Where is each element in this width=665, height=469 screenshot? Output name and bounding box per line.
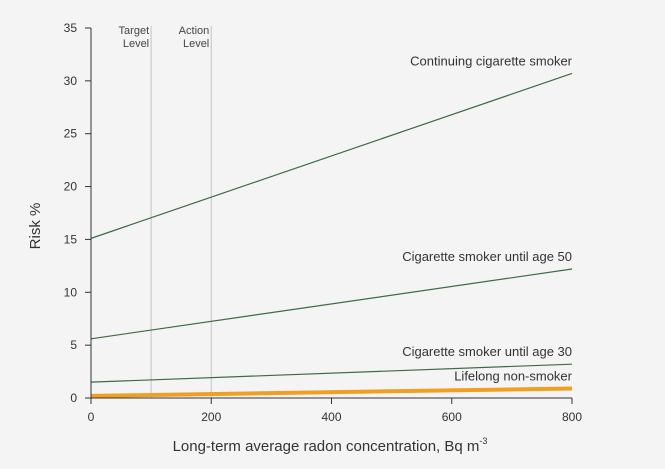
y-tick-label: 10 bbox=[64, 285, 78, 299]
y-axis-title: Risk % bbox=[27, 203, 44, 250]
reference-label-line1: Target bbox=[119, 25, 150, 37]
series-line bbox=[90, 72, 573, 239]
x-tick-label: 800 bbox=[562, 410, 582, 424]
x-tick-label: 0 bbox=[88, 410, 95, 424]
x-tick-label: 600 bbox=[442, 410, 462, 424]
y-tick-label: 25 bbox=[64, 127, 78, 141]
series-line bbox=[90, 268, 573, 340]
series-label: Cigarette smoker until age 50 bbox=[402, 249, 572, 264]
series-labels: Continuing cigarette smoker Cigarette smo… bbox=[402, 53, 572, 383]
reference-label-line2: Level bbox=[123, 38, 149, 50]
y-tick-label: 30 bbox=[64, 74, 78, 88]
y-tick-label: 35 bbox=[64, 21, 78, 35]
x-axis-title: Long-term average radon concentration, B… bbox=[173, 436, 488, 455]
series-line bbox=[90, 363, 573, 383]
series-label: Lifelong non-smoker bbox=[454, 368, 572, 383]
y-tick-label: 20 bbox=[64, 180, 78, 194]
reference-label-line2: Level bbox=[183, 38, 209, 50]
series-lines bbox=[90, 72, 573, 398]
series-label: Continuing cigarette smoker bbox=[410, 53, 573, 68]
series-line bbox=[90, 386, 573, 398]
y-tick-label: 5 bbox=[70, 338, 77, 352]
x-ticks: 0 200 400 600 800 bbox=[88, 398, 582, 424]
y-tick-label: 15 bbox=[64, 232, 78, 246]
y-ticks: 0 5 10 15 20 25 30 35 bbox=[64, 21, 91, 405]
series-label: Cigarette smoker until age 30 bbox=[402, 344, 572, 359]
reference-lines bbox=[150, 26, 212, 398]
axes bbox=[90, 28, 572, 399]
x-tick-label: 200 bbox=[201, 410, 221, 424]
x-axis-title-main: Long-term average radon concentration, B… bbox=[173, 438, 480, 455]
x-tick-label: 400 bbox=[321, 410, 341, 424]
y-tick-label: 0 bbox=[70, 391, 77, 405]
x-axis-title-superscript: -3 bbox=[479, 436, 487, 446]
reference-label-line1: Action bbox=[179, 25, 210, 37]
